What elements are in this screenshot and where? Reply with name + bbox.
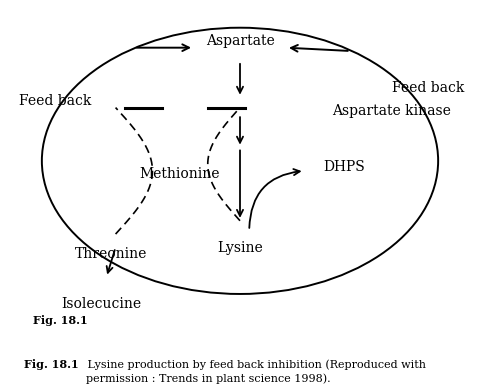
Text: Isolecucine: Isolecucine [62, 297, 142, 311]
Text: Lysine production by feed back inhibition (Reproduced with: Lysine production by feed back inhibitio… [84, 359, 426, 370]
Text: Aspartate kinase: Aspartate kinase [332, 104, 451, 118]
Text: Fig. 18.1: Fig. 18.1 [33, 315, 87, 325]
Text: Feed back: Feed back [392, 80, 465, 94]
Text: Aspartate: Aspartate [205, 34, 275, 48]
Text: permission : Trends in plant science 1998).: permission : Trends in plant science 199… [86, 374, 331, 384]
Text: DHPS: DHPS [323, 161, 365, 175]
Text: Fig. 18.1: Fig. 18.1 [24, 359, 79, 370]
Text: Threonine: Threonine [75, 247, 147, 261]
Text: Feed back: Feed back [19, 94, 91, 108]
Text: Lysine: Lysine [217, 241, 263, 255]
Text: Methionine: Methionine [140, 167, 220, 181]
Text: Fig. 18.1 Lysine production by feed back inhibition (Reproduced with
permission : Fig. 18.1 Lysine production by feed back… [33, 303, 425, 325]
